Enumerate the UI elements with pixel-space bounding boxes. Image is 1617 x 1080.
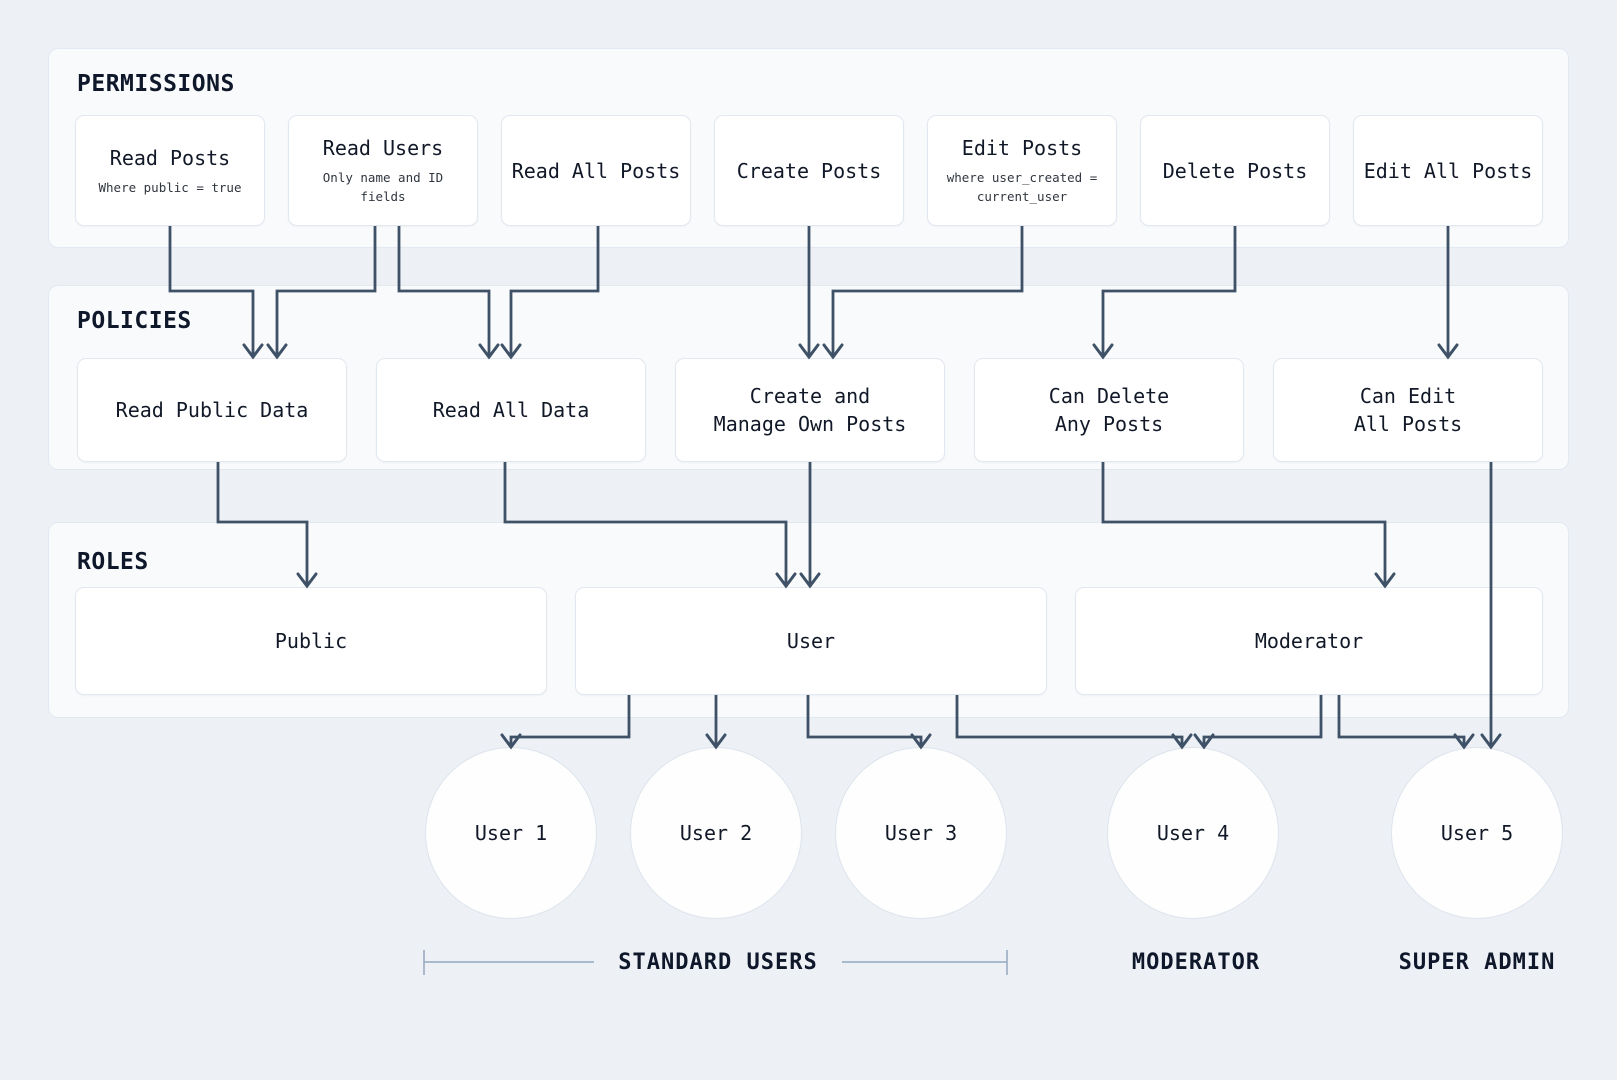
- policy-title-line2: Manage Own Posts: [713, 412, 907, 436]
- arrowhead-user-5: [1453, 733, 1475, 750]
- role-box-user: User: [575, 587, 1047, 695]
- user-circle-label: User 5: [1440, 821, 1514, 845]
- permission-title: Read All Posts: [511, 158, 681, 183]
- user-circle-1: User 1: [425, 747, 597, 919]
- policies-section-label: POLICIES: [77, 308, 192, 334]
- group-label-standard-users: STANDARD USERS: [618, 950, 818, 975]
- permission-title: Delete Posts: [1162, 158, 1308, 183]
- user-circle-label: User 2: [679, 821, 753, 845]
- policy-box-can-delete-any-posts: Can Delete Any Posts: [974, 358, 1244, 462]
- arrowhead-user-2: [705, 733, 727, 750]
- user-circle-label: User 4: [1156, 821, 1230, 845]
- permissions-section-label: PERMISSIONS: [77, 71, 235, 97]
- permission-title: Read Posts: [109, 145, 231, 170]
- policy-box-create-and-manage-own-posts: Create and Manage Own Posts: [675, 358, 945, 462]
- policy-title: Read Public Data: [115, 398, 309, 422]
- permission-box-read-all-posts: Read All Posts: [501, 115, 691, 226]
- policy-title: Create and: [749, 384, 871, 408]
- roles-section-label: ROLES: [77, 549, 149, 575]
- arrowhead-user-5: [1480, 733, 1502, 750]
- permission-box-delete-posts: Delete Posts: [1140, 115, 1330, 226]
- policy-title-line2: All Posts: [1353, 412, 1463, 436]
- permission-subtitle: Only name and ID fields: [322, 170, 444, 204]
- policy-title: Can Delete: [1048, 384, 1170, 408]
- role-title: Public: [274, 629, 348, 653]
- arrowhead-user-4: [1171, 733, 1193, 750]
- user-circle-label: User 1: [474, 821, 548, 845]
- permission-title: Create Posts: [736, 158, 882, 183]
- permission-box-edit-all-posts: Edit All Posts: [1353, 115, 1543, 226]
- arrowhead-user-4: [1193, 733, 1215, 750]
- permission-box-read-posts: Read Posts Where public = true: [75, 115, 265, 226]
- group-label-moderator: MODERATOR: [1131, 950, 1261, 975]
- policy-box-can-edit-all-posts: Can Edit All Posts: [1273, 358, 1543, 462]
- permission-box-read-users: Read Users Only name and ID fields: [288, 115, 478, 226]
- permission-subtitle: Where public = true: [98, 179, 242, 195]
- user-circle-5: User 5: [1391, 747, 1563, 919]
- permission-subtitle: where user_created = current_user: [946, 170, 1098, 204]
- group-label-super-admin: SUPER ADMIN: [1398, 950, 1556, 975]
- user-circle-label: User 3: [884, 821, 958, 845]
- permission-box-create-posts: Create Posts: [714, 115, 904, 226]
- permission-title: Edit Posts: [961, 136, 1083, 161]
- permission-title: Edit All Posts: [1363, 158, 1533, 183]
- policy-box-read-public-data: Read Public Data: [77, 358, 347, 462]
- arrowhead-user-3: [910, 733, 932, 750]
- role-title: User: [786, 629, 836, 653]
- role-title: Moderator: [1254, 629, 1364, 653]
- user-circle-2: User 2: [630, 747, 802, 919]
- role-box-public: Public: [75, 587, 547, 695]
- permission-title: Read Users: [322, 136, 444, 161]
- user-circle-3: User 3: [835, 747, 1007, 919]
- role-box-moderator: Moderator: [1075, 587, 1543, 695]
- policy-title-line2: Any Posts: [1054, 412, 1164, 436]
- policy-title: Read All Data: [432, 398, 590, 422]
- permission-box-edit-posts: Edit Posts where user_created = current_…: [927, 115, 1117, 226]
- policy-box-read-all-data: Read All Data: [376, 358, 646, 462]
- policy-title: Can Edit: [1359, 384, 1457, 408]
- arrowhead-user-1: [500, 733, 522, 750]
- user-circle-4: User 4: [1107, 747, 1279, 919]
